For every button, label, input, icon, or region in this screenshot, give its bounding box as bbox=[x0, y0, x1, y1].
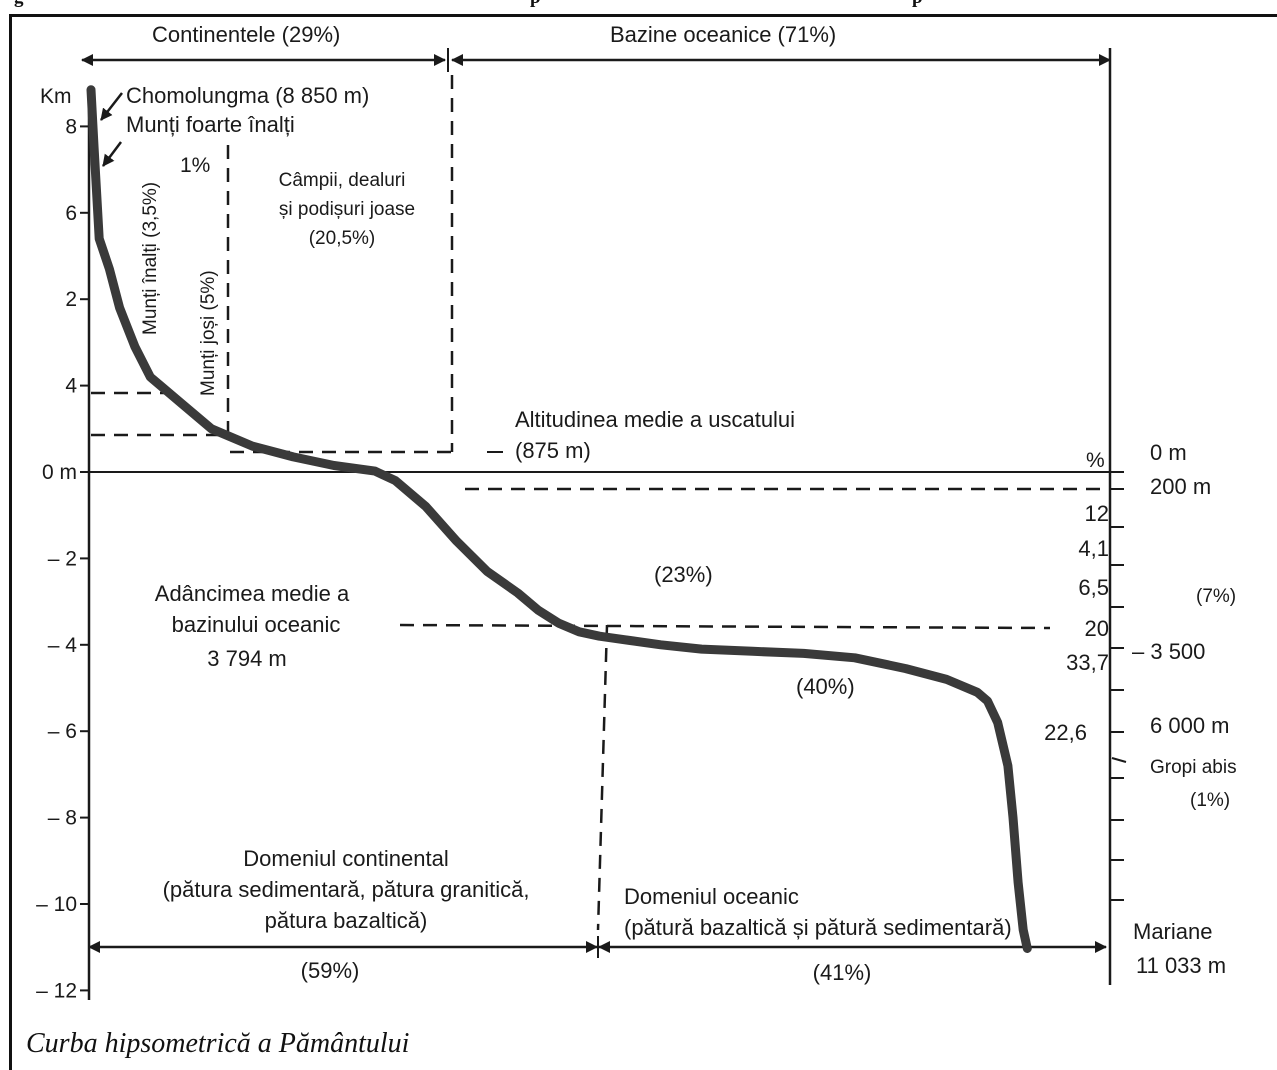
continental-domain-share: (59%) bbox=[301, 958, 360, 983]
shelf-slope-share: (7%) bbox=[1196, 586, 1236, 607]
shelf-percent-label: (23%) bbox=[654, 562, 713, 587]
y-tick-label: – 10 bbox=[36, 893, 77, 916]
y-tick-label: – 2 bbox=[48, 547, 77, 570]
plains-label-line2: și podișuri joase bbox=[279, 199, 415, 220]
percent-label-4-1: 4,1 bbox=[1078, 536, 1109, 561]
frame-left-border bbox=[9, 14, 12, 1070]
one-percent-label: 1% bbox=[180, 154, 210, 177]
percent-label-12: 12 bbox=[1085, 501, 1109, 526]
very-high-mountains-arrow bbox=[102, 141, 122, 167]
mean-ocean-depth-value: 3 794 m bbox=[207, 646, 287, 671]
ocean-domain-boundary bbox=[596, 624, 609, 931]
hypsometric-curve bbox=[86, 85, 1032, 953]
right-scale-header: % bbox=[1086, 449, 1105, 472]
trenches-label: Gropi abis bbox=[1150, 757, 1237, 778]
continental-domain-title: Domeniul continental bbox=[243, 846, 448, 871]
frame-top-border bbox=[9, 14, 1277, 17]
plains-label-line3: (20,5%) bbox=[309, 228, 376, 249]
y-tick-label: 0 m bbox=[42, 461, 77, 484]
percent-label-22-6: 22,6 bbox=[1044, 720, 1087, 745]
low-mountains-label: Munți joși (5%) bbox=[198, 270, 219, 396]
depth-label-6000m: 6 000 m bbox=[1150, 713, 1230, 738]
trenches-share: (1%) bbox=[1190, 790, 1230, 811]
clipped-heading-mid: p bbox=[530, 0, 541, 9]
clipped-heading: g p p bbox=[0, 0, 1277, 12]
y-tick-label: 4 bbox=[65, 375, 77, 398]
figure-caption: Curba hipsometrică a Pământului bbox=[26, 1028, 410, 1059]
depth-label-0m: 0 m bbox=[1150, 440, 1187, 465]
depth-label-3500: – 3 500 bbox=[1132, 639, 1205, 664]
mean-ocean-depth-line2: bazinului oceanic bbox=[172, 612, 341, 637]
oceans-label: Bazine oceanice (71%) bbox=[610, 22, 836, 47]
mariana-depth: 11 033 m bbox=[1136, 953, 1226, 978]
guide-mean-ocean-depth bbox=[399, 623, 1051, 630]
mariana-label: Mariane bbox=[1133, 919, 1212, 944]
gropi-leader bbox=[1111, 757, 1127, 763]
oceanic-domain-title: Domeniul oceanic bbox=[624, 884, 799, 909]
plains-label-line1: Câmpii, dealuri bbox=[279, 170, 406, 191]
depth-label-200m: 200 m bbox=[1150, 474, 1211, 499]
peak-label: Chomolungma (8 850 m) bbox=[126, 83, 369, 108]
y-tick-label: – 8 bbox=[48, 807, 77, 830]
percent-label-6-5: 6,5 bbox=[1078, 575, 1109, 600]
mean-land-altitude-label: Altitudinea medie a uscatului bbox=[515, 407, 795, 432]
mean-ocean-depth-line1: Adâncimea medie a bbox=[155, 581, 350, 606]
clipped-heading-right: p bbox=[912, 0, 923, 9]
y-tick-label: – 6 bbox=[48, 720, 77, 743]
y-tick-label: 6 bbox=[65, 202, 77, 225]
percent-label-20: 20 bbox=[1085, 616, 1109, 641]
y-tick-label: 2 bbox=[65, 288, 77, 311]
oceanic-domain-line2: (pătură bazaltică și pătură sedimentară) bbox=[624, 915, 1012, 940]
y-axis-unit: Km bbox=[40, 85, 72, 108]
continental-domain-line3: pătura bazaltică) bbox=[265, 908, 428, 933]
y-tick-label: – 4 bbox=[48, 634, 78, 657]
continental-domain-line2: (pătura sedimentară, pătura granitică, bbox=[163, 877, 530, 902]
percent-label-33-7: 33,7 bbox=[1066, 650, 1109, 675]
y-tick-label: 8 bbox=[65, 115, 77, 138]
continents-label: Continentele (29%) bbox=[152, 22, 340, 47]
very-high-mountains-label: Munți foarte înalți bbox=[126, 112, 295, 137]
clipped-heading-left: g bbox=[14, 0, 24, 9]
y-tick-label: – 12 bbox=[36, 979, 77, 1002]
mean-land-altitude-value: (875 m) bbox=[515, 438, 591, 463]
abyssal-percent-label: (40%) bbox=[796, 674, 855, 699]
high-mountains-label: Munți înalți (3,5%) bbox=[140, 182, 161, 335]
peak-arrow bbox=[100, 92, 123, 121]
oceanic-domain-share: (41%) bbox=[813, 960, 872, 985]
